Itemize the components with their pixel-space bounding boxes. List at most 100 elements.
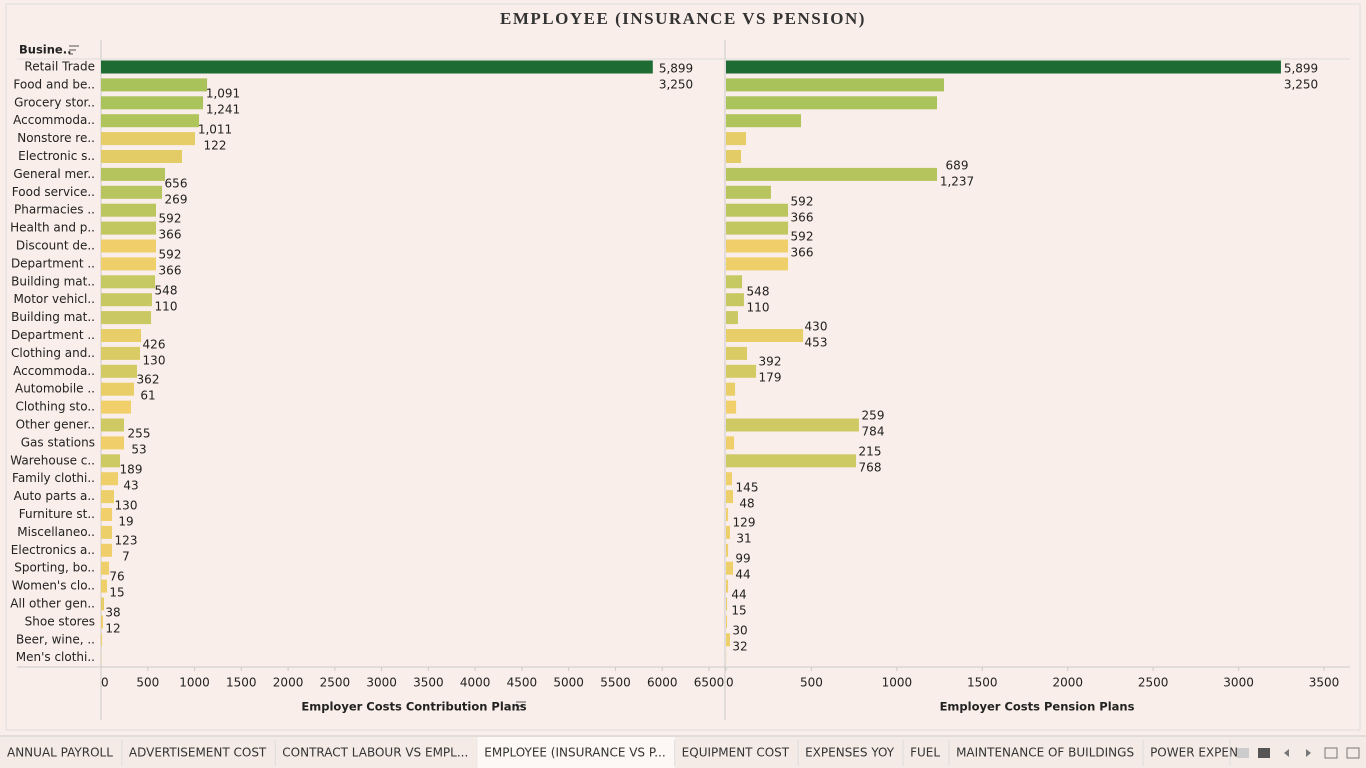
- bar[interactable]: [101, 150, 183, 163]
- bar[interactable]: [101, 346, 141, 360]
- tab[interactable]: EMPLOYEE (INSURANCE VS P...: [484, 746, 665, 760]
- bar[interactable]: [101, 60, 653, 74]
- tab[interactable]: MAINTENANCE OF BUILDINGS: [956, 746, 1134, 760]
- bar[interactable]: [101, 167, 165, 181]
- bar[interactable]: [101, 615, 103, 629]
- bar[interactable]: [726, 454, 857, 468]
- bar[interactable]: [726, 436, 735, 450]
- tab[interactable]: ANNUAL PAYROLL: [7, 746, 113, 760]
- row-label[interactable]: Shoe stores: [25, 614, 95, 628]
- bar[interactable]: [726, 96, 938, 110]
- bar[interactable]: [726, 400, 737, 414]
- bar[interactable]: [726, 418, 859, 432]
- bar[interactable]: [726, 329, 804, 342]
- bar[interactable]: [726, 490, 734, 504]
- row-label[interactable]: Sporting, bo..: [14, 561, 95, 575]
- row-label[interactable]: Retail Trade: [24, 60, 95, 74]
- row-label[interactable]: Building mat..: [11, 310, 95, 324]
- bar[interactable]: [101, 472, 119, 486]
- tab[interactable]: ADVERTISEMENT COST: [129, 746, 267, 760]
- bar[interactable]: [726, 257, 789, 271]
- row-label[interactable]: Family clothi..: [12, 471, 95, 485]
- bar[interactable]: [726, 78, 945, 92]
- bar[interactable]: [726, 311, 738, 325]
- row-label[interactable]: Furniture st..: [19, 507, 95, 521]
- bar[interactable]: [101, 275, 156, 289]
- row-label[interactable]: Miscellaneo..: [17, 525, 95, 539]
- bar[interactable]: [101, 96, 204, 110]
- bar[interactable]: [101, 454, 120, 468]
- bar[interactable]: [101, 508, 113, 521]
- bar[interactable]: [101, 436, 125, 450]
- tab[interactable]: POWER EXPEN: [1150, 746, 1238, 760]
- bar[interactable]: [101, 525, 113, 539]
- bar[interactable]: [101, 114, 200, 128]
- bar[interactable]: [726, 275, 743, 289]
- row-label[interactable]: General mer..: [13, 167, 95, 181]
- tab[interactable]: FUEL: [910, 746, 940, 760]
- row-label[interactable]: Women's clo..: [12, 579, 95, 593]
- row-label[interactable]: Grocery stor..: [14, 95, 95, 109]
- row-label[interactable]: Accommoda..: [13, 364, 95, 378]
- sort-icon[interactable]: [69, 45, 79, 55]
- bar[interactable]: [101, 400, 132, 414]
- tab[interactable]: EXPENSES YOY: [805, 746, 895, 760]
- bar[interactable]: [726, 60, 1281, 74]
- bar[interactable]: [101, 257, 157, 271]
- bar[interactable]: [726, 561, 734, 575]
- bar[interactable]: [101, 418, 125, 432]
- bar[interactable]: [101, 239, 157, 253]
- sort-icon[interactable]: [516, 701, 526, 711]
- bar[interactable]: [101, 597, 104, 611]
- row-label[interactable]: Health and p..: [10, 221, 95, 235]
- row-label[interactable]: Beer, wine, ..: [16, 632, 95, 646]
- row-label[interactable]: Department ..: [11, 256, 95, 270]
- tab[interactable]: CONTRACT LABOUR VS EMPL...: [282, 746, 468, 760]
- row-label[interactable]: All other gen..: [10, 597, 95, 611]
- bar[interactable]: [726, 382, 736, 396]
- row-label[interactable]: Food service..: [12, 185, 95, 199]
- tab-controls[interactable]: [1237, 747, 1360, 759]
- bar[interactable]: [726, 185, 771, 199]
- tab[interactable]: EQUIPMENT COST: [682, 746, 790, 760]
- bar[interactable]: [726, 132, 746, 146]
- row-label[interactable]: Building mat..: [11, 274, 95, 288]
- row-label[interactable]: Warehouse c..: [10, 453, 95, 467]
- bar[interactable]: [101, 382, 135, 396]
- bar[interactable]: [101, 221, 157, 235]
- bar[interactable]: [726, 633, 730, 647]
- bar[interactable]: [726, 239, 789, 253]
- row-label[interactable]: Gas stations: [21, 435, 95, 449]
- row-label[interactable]: Clothing sto..: [16, 400, 95, 414]
- row-header[interactable]: Busine..: [19, 43, 71, 57]
- bar[interactable]: [101, 543, 113, 557]
- bar[interactable]: [726, 364, 757, 378]
- bar[interactable]: [726, 543, 729, 557]
- row-label[interactable]: Clothing and..: [11, 346, 95, 360]
- bar[interactable]: [101, 364, 138, 378]
- row-label[interactable]: Nonstore re..: [17, 131, 95, 145]
- bar[interactable]: [101, 579, 107, 593]
- bar[interactable]: [101, 78, 208, 92]
- bar[interactable]: [101, 561, 110, 575]
- row-label[interactable]: Electronic s..: [18, 149, 95, 163]
- bar[interactable]: [726, 167, 938, 181]
- bar[interactable]: [101, 293, 152, 307]
- bar[interactable]: [726, 150, 742, 163]
- bar[interactable]: [101, 329, 142, 342]
- bar[interactable]: [726, 597, 728, 611]
- row-label[interactable]: Discount de..: [16, 239, 95, 253]
- bar[interactable]: [726, 114, 802, 128]
- bar[interactable]: [101, 185, 162, 199]
- row-label[interactable]: Other gener..: [16, 418, 95, 432]
- bar[interactable]: [726, 525, 730, 539]
- row-label[interactable]: Electronics a..: [11, 543, 95, 557]
- bar[interactable]: [726, 346, 748, 360]
- bar[interactable]: [101, 490, 115, 504]
- bar[interactable]: [726, 293, 744, 307]
- row-label[interactable]: Accommoda..: [13, 113, 95, 127]
- bar[interactable]: [726, 203, 789, 217]
- bar[interactable]: [726, 579, 729, 593]
- row-label[interactable]: Men's clothi..: [16, 650, 95, 664]
- row-label[interactable]: Motor vehicl..: [14, 292, 95, 306]
